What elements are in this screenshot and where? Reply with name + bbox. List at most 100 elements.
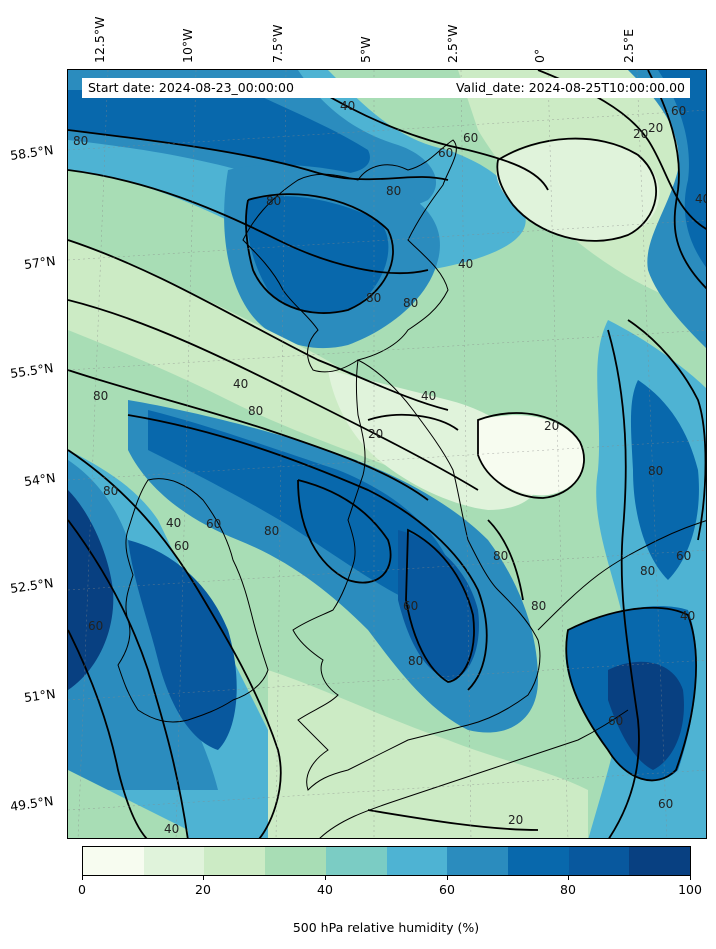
latitude-label: 57°N	[23, 252, 57, 273]
colorbar-tick	[690, 876, 691, 880]
contour-label: 40	[233, 377, 248, 391]
humidity-area	[658, 70, 706, 268]
contour-line	[367, 809, 539, 831]
graticule-line	[68, 659, 706, 701]
humidity-area	[268, 670, 588, 838]
humidity-area	[68, 240, 398, 470]
colorbar-segment	[325, 847, 387, 875]
humidity-area	[608, 661, 684, 770]
longitude-label: 2.5°W	[445, 24, 460, 64]
contour-line	[68, 369, 429, 501]
colorbar-tick-label: 60	[439, 882, 455, 897]
coastline	[537, 520, 706, 631]
contour-label: 40	[340, 99, 355, 113]
contour-label: 60	[174, 539, 189, 553]
longitude-label: 0°	[532, 48, 547, 63]
contour-line	[68, 239, 449, 411]
latitude-label: 49.5°N	[9, 793, 55, 814]
colorbar-tick-label: 0	[78, 882, 86, 897]
longitude-label: 10°W	[180, 28, 195, 63]
contour-label: 80	[408, 654, 423, 668]
graticule-line	[68, 219, 706, 261]
contour-label: 40	[164, 822, 179, 836]
contour-label: 80	[640, 564, 655, 578]
contour-label: 40	[166, 516, 181, 530]
contour-line	[405, 528, 475, 683]
contour-line	[68, 129, 449, 181]
graticule-line	[460, 70, 472, 838]
colorbar-tick	[447, 876, 448, 880]
contour-label: 80	[264, 524, 279, 538]
colorbar	[82, 846, 691, 876]
contour-label: 80	[93, 389, 108, 403]
contour-label: 80	[103, 484, 118, 498]
graticule-line	[275, 70, 287, 838]
graticule-line	[68, 439, 706, 481]
latitude-label: 55.5°N	[9, 360, 55, 381]
humidity-map[interactable]: 80 40 60 60 20 60 40 80 80 80 80 40 20 4…	[67, 69, 707, 839]
contour-label: 20	[368, 427, 383, 441]
contour-label: 60	[206, 517, 221, 531]
contour-line	[477, 412, 585, 499]
humidity-area	[246, 196, 389, 314]
contour-label: 80	[648, 464, 663, 478]
colorbar-tick	[325, 876, 326, 880]
humidity-area	[628, 70, 706, 348]
colorbar-segment	[204, 847, 266, 875]
contour-label: 80	[366, 291, 381, 305]
contour-label: 60	[463, 131, 478, 145]
humidity-area	[68, 490, 114, 690]
start-date-label: Start date: 2024-08-23_00:00:00	[88, 80, 294, 95]
longitude-label: 5°W	[358, 36, 373, 63]
colorbar-segment	[83, 847, 144, 875]
colorbar-tick	[82, 876, 83, 880]
contour-label: 80	[403, 296, 418, 310]
contour-line	[487, 519, 524, 601]
contour-line	[496, 137, 657, 242]
humidity-area	[128, 540, 237, 750]
contour-line	[647, 70, 706, 290]
contour-label: 20	[544, 419, 559, 433]
contour-label: 60	[88, 619, 103, 633]
contour-line	[627, 319, 706, 541]
longitude-label: 7.5°W	[270, 24, 285, 64]
colorbar-segment	[143, 847, 205, 875]
humidity-area	[496, 139, 660, 241]
contour-label: 60	[438, 146, 453, 160]
contour-line	[317, 89, 549, 191]
contour-label: 20	[648, 121, 663, 135]
graticule-line	[77, 70, 109, 838]
contour-label: 80	[493, 549, 508, 563]
coastline	[319, 709, 629, 838]
humidity-area	[630, 380, 699, 580]
colorbar-tick-label: 80	[560, 882, 576, 897]
contour-line	[245, 193, 394, 314]
colorbar-tick-label: 40	[317, 882, 333, 897]
contour-line	[127, 414, 488, 691]
contour-label: 20	[633, 127, 648, 141]
valid-date-label: Valid_date: 2024-08-25T10:00:00.00	[455, 80, 685, 95]
contour-line	[607, 329, 640, 838]
contour-label: 40	[680, 609, 695, 623]
coastline	[117, 478, 269, 723]
contour-label: 40	[695, 192, 707, 206]
contour-label: 80	[248, 404, 263, 418]
contour-label: 60	[608, 714, 623, 728]
contour-label: 80	[531, 599, 546, 613]
contour-label: 60	[671, 104, 686, 118]
longitude-label: 12.5°W	[92, 16, 107, 63]
latitude-label: 52.5°N	[9, 575, 55, 596]
contour-line	[68, 629, 148, 838]
longitude-label: 2.5°E	[621, 28, 636, 63]
contour-labels: 80 40 60 60 20 60 40 80 80 80 80 40 20 4…	[73, 99, 707, 836]
graticule-line	[636, 70, 668, 838]
colorbar-segment	[568, 847, 630, 875]
colorbar-segment	[629, 847, 691, 875]
colorbar-tick-label: 20	[195, 882, 211, 897]
graticule-line	[68, 769, 706, 811]
contour-label: 40	[458, 257, 473, 271]
contour-line	[297, 479, 392, 584]
latitude-label: 58.5°N	[9, 142, 55, 163]
coastline	[242, 139, 457, 373]
